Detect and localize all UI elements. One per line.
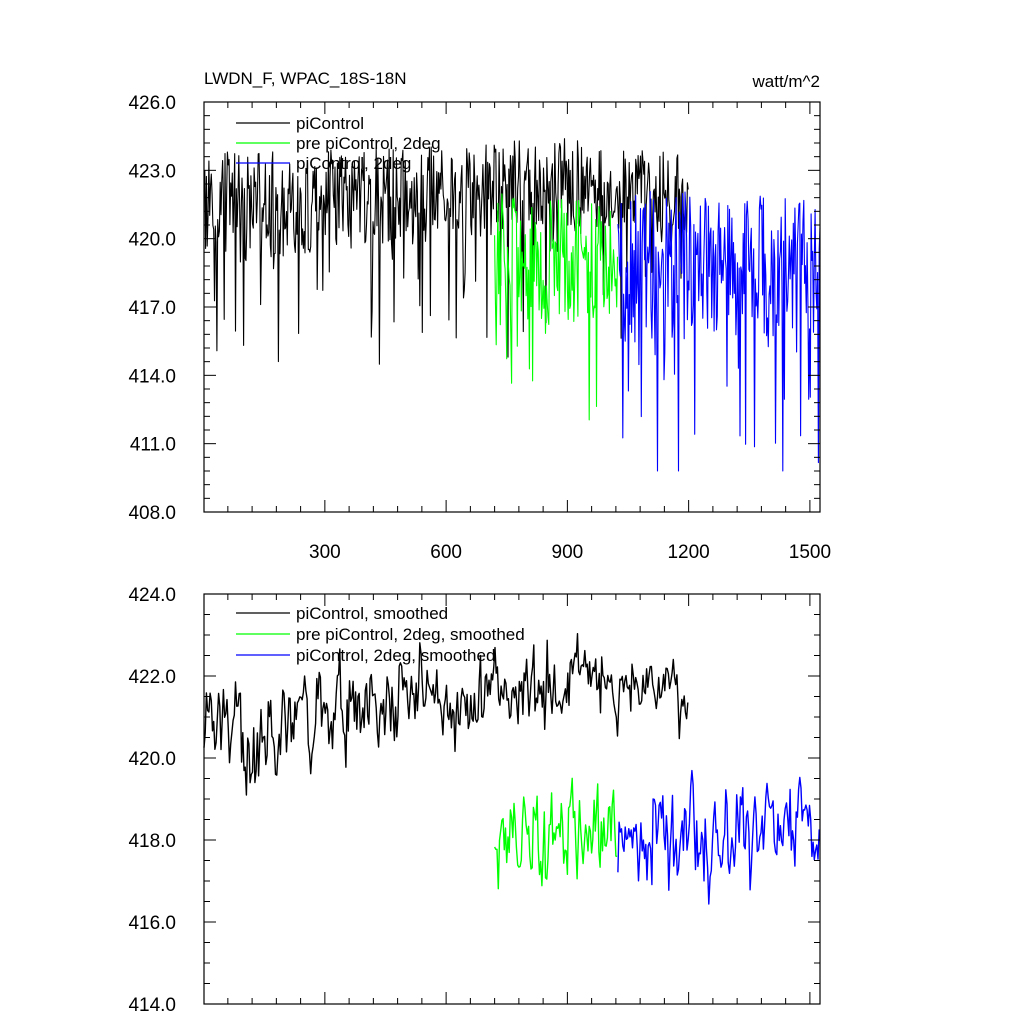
top-panel-title: LWDN_F, WPAC_18S-18N xyxy=(204,69,406,88)
legend-label: piControl, 2deg, smoothed xyxy=(296,646,495,665)
y-tick-label: 420.0 xyxy=(128,749,176,770)
bottom-series-layer xyxy=(203,633,820,905)
legend-label: piControl, 2deg xyxy=(296,154,411,173)
y-tick-label: 424.0 xyxy=(128,585,176,606)
series-line-picontrol-smoothed xyxy=(203,633,689,796)
y-tick-label: 418.0 xyxy=(128,831,176,852)
top-ticks-layer: 426.0 423.0 420.0 417.0 414.0 411.0 408.0 300 60… xyxy=(128,93,831,563)
legend-label: piControl xyxy=(296,114,364,133)
y-tick-label: 414.0 xyxy=(128,366,176,387)
y-tick-label: 420.0 xyxy=(128,230,176,251)
y-tick-label: 408.0 xyxy=(128,503,176,524)
y-tick-label: 423.0 xyxy=(128,161,176,182)
top-plot-frame xyxy=(203,101,821,513)
x-tick-label: 300 xyxy=(309,542,341,563)
y-tick-label: 414.0 xyxy=(128,995,176,1016)
x-tick-label: 1200 xyxy=(667,542,709,563)
legend-label: pre piControl, 2deg, smoothed xyxy=(296,625,525,644)
series-line-pre-picontrol-2deg-smoothed xyxy=(493,777,618,890)
series-line-picontrol-2deg xyxy=(617,191,821,472)
legend-label: pre piControl, 2deg xyxy=(296,134,441,153)
y-tick-label: 422.0 xyxy=(128,667,176,688)
top-series-layer xyxy=(203,138,821,472)
bottom-legend: piControl, smoothed pre piControl, 2deg, … xyxy=(236,604,525,665)
x-tick-label: 600 xyxy=(430,542,462,563)
top-panel-units: watt/m^2 xyxy=(752,72,821,91)
bottom-plot-frame xyxy=(203,593,821,1005)
series-line-picontrol-2deg-smoothed xyxy=(617,769,820,905)
y-tick-label: 417.0 xyxy=(128,298,176,319)
legend-label: piControl, smoothed xyxy=(296,604,448,623)
top-panel: LWDN_F, WPAC_18S-18N watt/m^2 426.0 423.0… xyxy=(128,69,831,563)
y-tick-label: 426.0 xyxy=(128,93,176,114)
x-tick-label: 900 xyxy=(552,542,584,563)
y-tick-label: 411.0 xyxy=(130,435,176,456)
bottom-panel: 424.0 422.0 420.0 418.0 416.0 414.0 piControl… xyxy=(128,585,821,1016)
x-tick-label: 1500 xyxy=(789,542,831,563)
series-line-pre-picontrol-2deg xyxy=(494,193,619,421)
y-tick-label: 416.0 xyxy=(128,913,176,934)
series-line-picontrol xyxy=(203,138,689,365)
